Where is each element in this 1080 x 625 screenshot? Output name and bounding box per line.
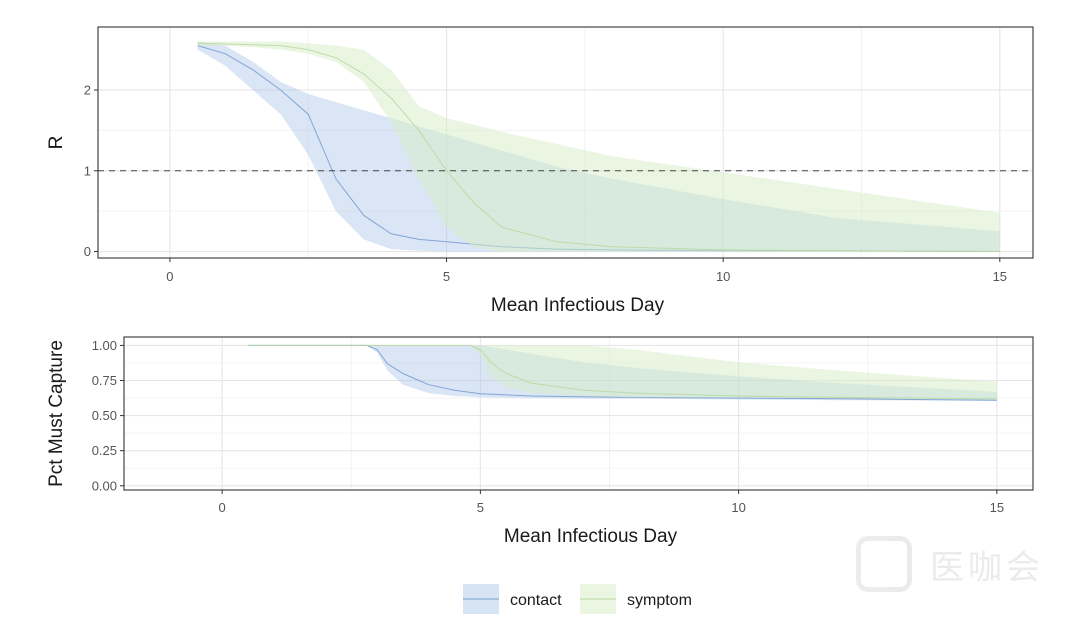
panel-border: [97, 26, 1034, 259]
x-tick-label: 5: [477, 500, 484, 515]
legend-label-contact: contact: [510, 592, 562, 609]
x-axis-title: Mean Infectious Day: [504, 526, 678, 547]
legend: contact symptom: [463, 584, 692, 614]
x-tick-label: 15: [990, 500, 1004, 515]
y-tick-label: 0.75: [92, 373, 117, 388]
x-axis-title: Mean Infectious Day: [491, 295, 665, 316]
x-tick-label: 0: [166, 269, 173, 284]
y-axis-title: R: [46, 136, 67, 150]
x-tick-label: 5: [443, 269, 450, 284]
x-tick-label: 10: [716, 269, 730, 284]
x-tick-label: 10: [731, 500, 745, 515]
y-tick-label: 2: [84, 83, 91, 98]
y-tick-label: 0: [84, 244, 91, 259]
x-tick-label: 0: [219, 500, 226, 515]
pct-capture-chart-panel: 0 5 10 15 0.00 0.25 0.50 0.75 1.00 Mean Infectiou…: [46, 336, 1034, 547]
mean-line-symptom: [248, 344, 997, 400]
r-chart-panel: 0 5 10 15 0 1 2 Mean Infectious Day R: [46, 26, 1034, 316]
ribbon-symptom: [248, 345, 997, 400]
y-tick-label: 0.25: [92, 443, 117, 458]
y-tick-label: 0.50: [92, 408, 117, 423]
legend-label-symptom: symptom: [627, 592, 692, 609]
series-symptom: [197, 41, 1000, 252]
x-tick-label: 15: [993, 269, 1007, 284]
mean-line-symptom: [197, 42, 1000, 252]
y-tick-label: 0.00: [92, 478, 117, 493]
y-tick-label: 1: [84, 163, 91, 178]
panel-border: [123, 336, 1034, 491]
series-symptom: [248, 344, 997, 400]
ribbon-contact: [197, 41, 1000, 252]
ribbon-symptom: [197, 41, 1000, 252]
y-axis-title: Pct Must Capture: [46, 340, 67, 487]
y-tick-label: 1.00: [92, 338, 117, 353]
